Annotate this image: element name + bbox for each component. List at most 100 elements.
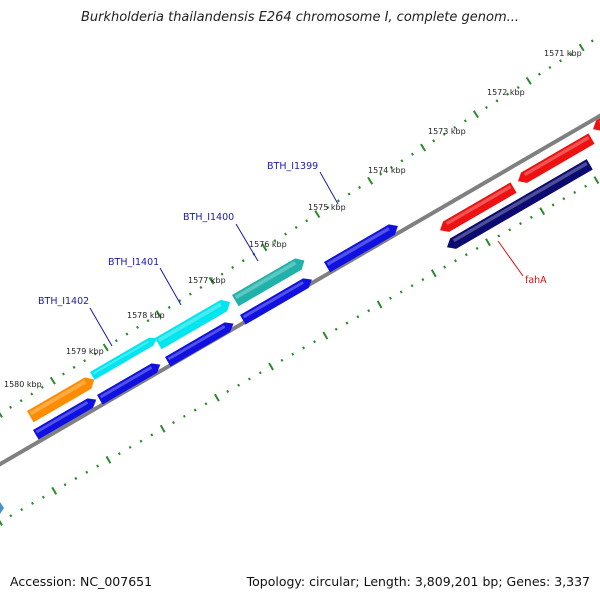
ruler-tick [247,377,251,381]
gene-label: BTH_I1400 [183,212,234,223]
ruler-tick [261,243,268,252]
ruler-tick [410,284,414,288]
ruler-tick [569,52,573,56]
ruler-tick-label: 1573 kbp [428,127,466,136]
gene-arrow-bth-i1402-body [90,337,158,380]
ruler-tick [117,452,121,456]
gene-label: fahA [525,275,547,286]
ruler-tick [172,421,175,425]
ruler-tick [430,269,437,278]
ruler-tick-label: 1574 kbp [368,166,406,175]
gene-arrow-blue [165,322,234,367]
ruler-tick [284,232,288,236]
ruler-tick [182,414,186,418]
ruler-tick [442,132,446,136]
ruler-tick [314,210,321,219]
ruler-tick [399,290,403,294]
ruler-tick [291,352,295,356]
gene-callouts: BTH_I1399 BTH_I1400 BTH_I1401 BTH_I1402 fahA [38,161,547,347]
ruler-tick [41,495,45,499]
gene-arrow-red [518,133,595,183]
gene-arrow-fahA [447,159,593,249]
ruler-tick [551,203,555,207]
ruler-tick [9,405,13,409]
ruler-tick [508,228,512,232]
ruler-tick [345,321,349,325]
ruler-tick [167,305,171,309]
ruler-tick [136,325,139,329]
ruler-tick [525,76,532,85]
ruler-tick [85,470,89,474]
ruler-tick [562,197,566,201]
ruler-tick [326,205,330,210]
ruler-tick [258,371,262,375]
ruler-tick [61,372,65,376]
map-title: Burkholderia thailandensis E264 chromoso… [80,10,520,25]
ruler-tick [0,412,3,418]
gene-arrow-blue-highlight [35,401,89,434]
gene-arrow-bth-i1400 [232,258,305,307]
ruler-tick [226,389,230,393]
ruler-tick [578,43,585,52]
ruler-tick [302,346,306,350]
ruler-tick [322,331,329,340]
ruler-tick [155,310,162,318]
ruler-lower-ticks [0,176,600,526]
ruler-tick [347,192,351,196]
ruler-tick [313,340,316,344]
ruler-tick [485,105,488,110]
ruler-tick [199,285,203,289]
ruler-tick [93,352,97,356]
ruler-tick [9,514,13,518]
ruler-tick [334,327,338,331]
accession-label: Accession: NC_007651 [10,574,153,589]
ruler-tick-label: 1577 kbp [188,276,226,285]
callout-line [159,267,182,306]
ruler-tick [516,85,520,90]
gene-arrow-red-body [518,133,595,183]
gene-label: BTH_I1399 [267,161,318,172]
ruler-tick [410,152,414,156]
gene-arrow-orange-body [27,377,95,423]
ruler-tick [208,276,215,285]
ruler-tick [537,72,541,76]
ruler-upper-ticks [0,39,594,418]
gene-arrow-blue-body [97,363,161,405]
ruler-tick [379,172,383,176]
ruler-tick [454,259,457,263]
ruler-tick [472,110,479,119]
ruler-tick [367,176,374,185]
gene-arrow-blue [240,278,312,325]
gene-arrow-blue-body [165,322,234,367]
gene-arrow-bth-i1400-highlight [234,261,297,300]
ruler-tick [105,455,112,464]
ruler-tick [400,159,404,163]
gene-arrow-bth-i1399 [324,224,398,273]
ruler-tick [30,392,34,396]
ruler-tick [128,445,132,449]
gene-arrow-bth-i1401-body [155,299,231,350]
ruler-tick [83,359,87,363]
ruler-tick [421,278,425,282]
ruler-tick [443,265,447,269]
gene-arrow-blue-body [240,278,312,325]
ruler-tick [146,319,150,323]
gene-arrow-red-highlight [445,185,512,226]
ruler-tick [51,486,58,495]
gene-arrow-fahA-body [447,159,593,249]
ruler-tick-label: 1575 kbp [308,203,346,212]
ruler-tick [139,439,143,443]
ruler-tick [214,393,220,402]
ruler-tick [463,119,467,123]
ruler-tick [358,185,362,190]
ruler-tick [497,234,501,238]
ruler-tick [40,385,44,389]
ruler-tick [74,476,78,480]
ruler-tick [231,265,235,269]
gene-arrow-red-highlight [523,136,590,177]
ruler-tick [573,190,577,194]
gene-arrow-orange-highlight [29,380,87,416]
ruler-tick [273,239,277,243]
ruler-tick [220,272,224,276]
